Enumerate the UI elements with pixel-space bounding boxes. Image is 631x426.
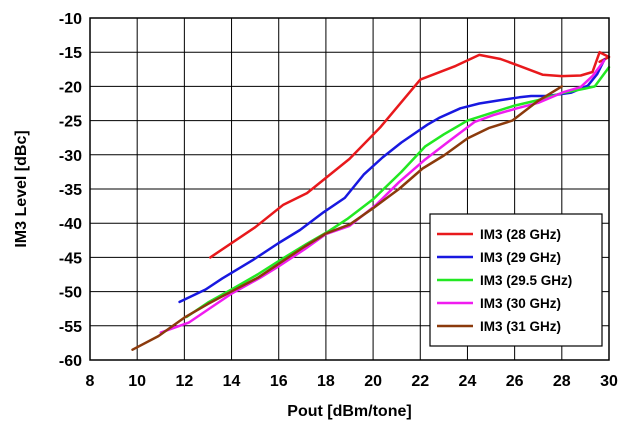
y-tick-label: -20	[59, 79, 82, 96]
series-line-0	[209, 50, 611, 259]
x-tick-label: 26	[506, 373, 524, 390]
x-axis-title: Pout [dBm/tone]	[287, 403, 411, 420]
y-tick-label: -50	[59, 285, 82, 302]
y-tick-label: -40	[59, 216, 82, 233]
legend: IM3 (28 GHz) IM3 (29 GHz) IM3 (29.5 GHz) IM…	[429, 213, 603, 347]
y-tick-label: -10	[59, 11, 82, 28]
x-tick-label: 18	[317, 373, 335, 390]
y-axis-title: IM3 Level [dBc]	[13, 130, 30, 247]
series-line-3	[159, 59, 606, 334]
x-tick-label: 20	[364, 373, 382, 390]
x-tick-label: 16	[270, 373, 288, 390]
x-tick-label: 28	[553, 373, 571, 390]
y-tick-label: -45	[59, 250, 82, 267]
x-tick-label: 8	[86, 373, 95, 390]
y-tick-label: -55	[59, 319, 82, 336]
legend-label: IM3 (29.5 GHz)	[480, 273, 572, 288]
y-tick-label: -60	[59, 353, 82, 370]
legend-label: IM3 (31 GHz)	[480, 319, 561, 334]
x-tick-label: 12	[175, 373, 193, 390]
y-tick-label: -35	[59, 182, 82, 199]
legend-label: IM3 (29 GHz)	[480, 250, 561, 265]
x-tick-label: 22	[411, 373, 429, 390]
y-tick-label: -15	[59, 45, 82, 62]
legend-label: IM3 (28 GHz)	[480, 227, 561, 242]
series-line-4	[131, 85, 564, 351]
x-tick-label: 24	[459, 373, 477, 390]
plot-frame	[89, 17, 610, 361]
x-tick-labels: 8 10 12 14 16 18 20 22 24 26 28 30	[86, 373, 618, 390]
y-tick-label: -30	[59, 148, 82, 165]
legend-label: IM3 (30 GHz)	[480, 296, 561, 311]
x-tick-label: 14	[223, 373, 241, 390]
y-tick-labels: -10 -15 -20 -25 -30 -35 -40 -45 -50 -55 -60	[59, 11, 82, 370]
x-tick-label: 30	[600, 373, 618, 390]
y-tick-label: -25	[59, 114, 82, 131]
x-tick-label: 10	[128, 373, 146, 390]
series-lines	[131, 50, 611, 351]
